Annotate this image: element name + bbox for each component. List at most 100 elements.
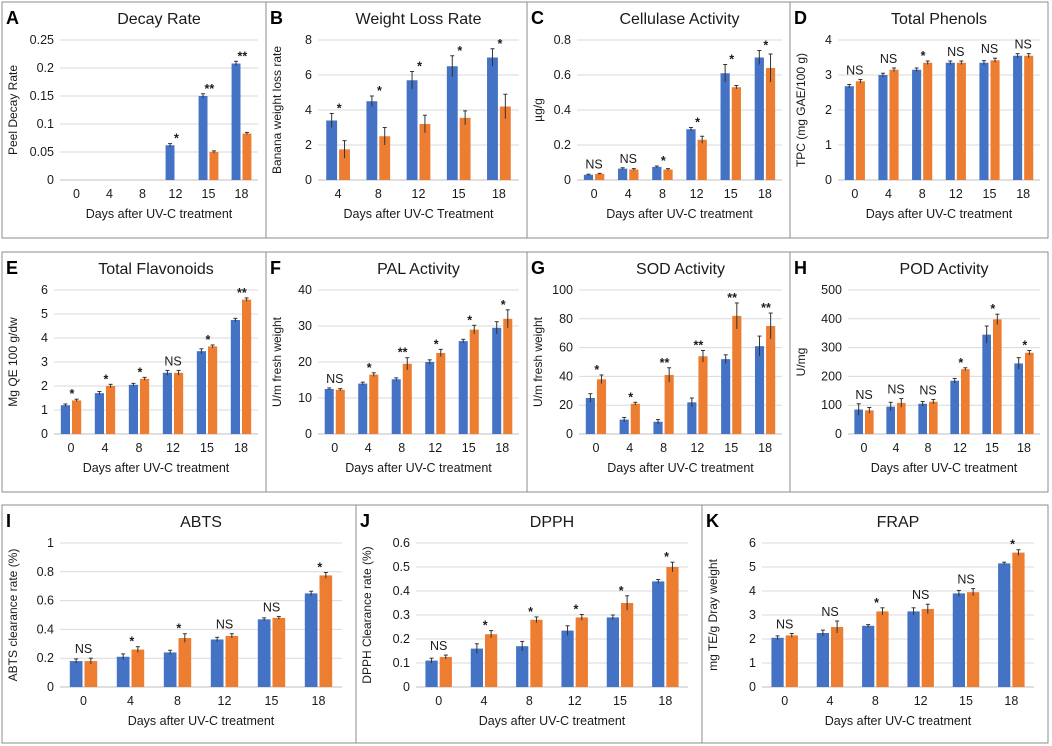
y-tick-label: 0.1	[393, 656, 410, 670]
x-axis-label: Days after UV-C treatment	[606, 207, 753, 221]
panel-title: DPPH	[530, 514, 574, 531]
bar-control	[982, 334, 991, 434]
significance-label: *	[337, 102, 342, 116]
panel-letter: E	[6, 258, 18, 278]
bar-control	[1013, 55, 1023, 180]
significance-label: NS	[326, 372, 343, 386]
x-tick-label: 4	[893, 441, 900, 455]
significance-label: **	[660, 356, 670, 370]
bar-control	[446, 66, 458, 180]
y-tick-label: 4	[825, 33, 832, 47]
y-tick-label: 0.4	[37, 622, 54, 636]
significance-label: *	[628, 390, 633, 404]
y-axis-label: µg/g	[531, 98, 545, 122]
bar-uvc	[855, 81, 865, 180]
x-axis-label: Days after UV-C treatment	[86, 207, 233, 221]
y-tick-label: 400	[821, 312, 842, 326]
x-tick-label: 0	[592, 441, 599, 455]
x-tick-label: 15	[462, 441, 476, 455]
panel-letter: G	[531, 258, 545, 278]
bar-control	[257, 619, 271, 687]
y-tick-label: 4	[749, 584, 756, 598]
significance-label: NS	[164, 354, 181, 368]
bar-control	[619, 419, 629, 434]
bar-control	[163, 652, 177, 687]
bar-uvc	[897, 402, 906, 434]
significance-label: *	[763, 39, 768, 53]
y-tick-label: 2	[41, 379, 48, 393]
y-tick-label: 0.8	[554, 33, 571, 47]
bar-uvc	[1012, 552, 1025, 687]
panel-A: A Decay Rate 0 0.05 0.1 0.15 0.2 0.25 Peel Decay…	[1, 1, 267, 239]
significance-label: *	[1010, 538, 1015, 552]
significance-label: *	[129, 635, 134, 649]
x-axis-label: Days after UV-C treatment	[607, 461, 754, 475]
x-tick-label: 12	[690, 441, 704, 455]
x-axis-label: Days after UV-C treatment	[871, 461, 1018, 475]
bar-uvc	[209, 152, 219, 180]
bar-control	[210, 639, 224, 687]
bar-uvc	[530, 619, 543, 687]
panel-frame	[701, 504, 1049, 744]
panel-frame	[265, 1, 528, 239]
y-tick-label: 1	[825, 138, 832, 152]
x-tick-label: 0	[331, 441, 338, 455]
x-tick-label: 4	[127, 694, 134, 708]
x-tick-label: 4	[106, 187, 113, 201]
significance-label: **	[398, 346, 408, 360]
bar-uvc	[379, 136, 391, 180]
panel-title: Total Flavonoids	[98, 261, 214, 278]
y-tick-label: 100	[552, 283, 573, 297]
bar-control	[652, 166, 662, 180]
y-tick-label: 0.2	[37, 61, 54, 75]
bar-uvc	[993, 319, 1002, 434]
bar-uvc	[575, 617, 588, 687]
x-tick-label: 0	[861, 441, 868, 455]
y-axis-label: Peel Decay Rate	[6, 65, 20, 155]
significance-label: *	[573, 603, 578, 617]
bar-uvc	[272, 617, 286, 687]
panel-letter: H	[794, 258, 807, 278]
significance-label: *	[664, 550, 669, 564]
y-tick-label: 0	[566, 427, 573, 441]
panel-title: SOD Activity	[636, 261, 725, 278]
bar-uvc	[595, 173, 605, 180]
y-tick-label: 8	[305, 33, 312, 47]
y-tick-label: 3	[41, 355, 48, 369]
bar-uvc	[339, 149, 350, 180]
panel-letter: D	[794, 8, 807, 28]
panel-frame	[789, 251, 1049, 493]
panel-letter: K	[706, 511, 719, 531]
x-tick-label: 0	[781, 694, 788, 708]
significance-label: *	[377, 84, 382, 98]
x-axis-label: Days after UV-C treatment	[345, 461, 492, 475]
panel-title: PAL Activity	[377, 261, 460, 278]
bar-control	[979, 62, 989, 180]
x-tick-label: 0	[68, 441, 75, 455]
y-tick-label: 500	[821, 283, 842, 297]
bar-uvc	[629, 169, 639, 180]
x-axis-label: Days after UV-C treatment	[866, 207, 1013, 221]
significance-label: *	[661, 154, 666, 168]
y-axis-label: Banana weight loss rate	[270, 46, 284, 174]
bar-uvc	[956, 62, 966, 180]
bar-uvc	[174, 372, 184, 434]
panel-H: H POD Activity 0 100 200 300 400 500 U/mg 0 NS 4 NS 8…	[789, 251, 1049, 493]
significance-label: *	[695, 116, 700, 130]
x-tick-label: 15	[200, 441, 214, 455]
y-tick-label: 0.6	[554, 68, 571, 82]
panel-frame	[265, 251, 528, 493]
bar-control	[585, 398, 595, 434]
bar-control	[458, 341, 468, 434]
panel-letter: J	[360, 511, 370, 531]
panel-C: C Cellulase Activity 0 0.2 0.4 0.6 0.8 µg/g 0 NS 4…	[526, 1, 791, 239]
y-tick-label: 200	[821, 369, 842, 383]
significance-label: NS	[263, 600, 280, 614]
x-tick-label: 18	[235, 187, 249, 201]
bar-control	[998, 563, 1011, 687]
x-axis-label: Days after UV-C treatment	[128, 714, 275, 728]
bar-uvc	[485, 634, 498, 687]
bar-uvc	[402, 363, 412, 434]
bar-control	[128, 384, 138, 434]
